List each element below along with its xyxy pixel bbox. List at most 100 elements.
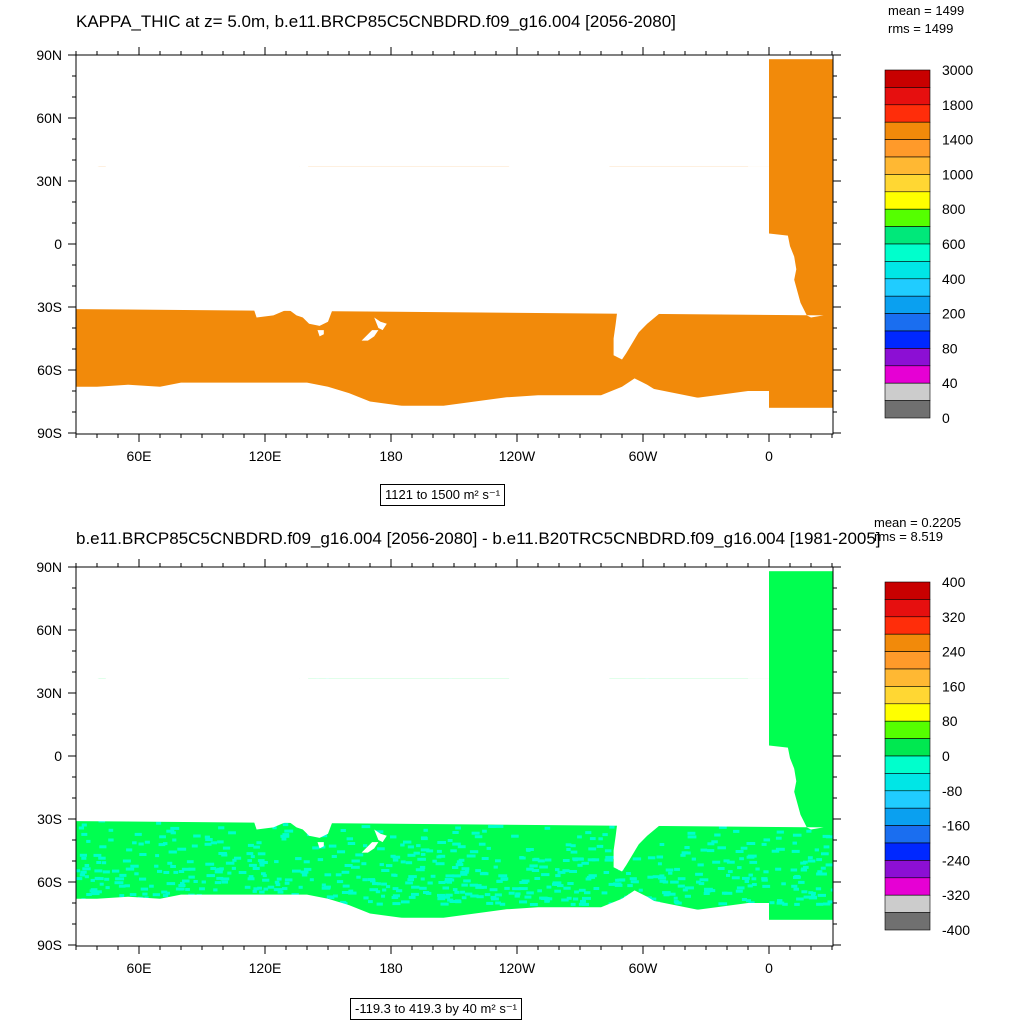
anomaly-cell <box>554 889 561 893</box>
anomaly-cell <box>423 891 430 894</box>
anomaly-cell <box>405 881 413 885</box>
anomaly-cell <box>712 860 721 864</box>
anomaly-cell <box>673 900 679 904</box>
anomaly-cell <box>370 879 376 883</box>
land-eur_east <box>76 55 769 167</box>
anomaly-cell <box>355 853 364 857</box>
colorbar-label: -400 <box>942 922 970 938</box>
anomaly-cell <box>205 862 215 866</box>
anomaly-cell <box>437 893 446 897</box>
anomaly-cell <box>234 856 242 860</box>
anomaly-cell <box>627 884 633 888</box>
anomaly-cell <box>791 849 800 853</box>
lon-tick-label: 0 <box>765 960 773 976</box>
anomaly-cell <box>494 824 504 828</box>
lat-tick-label: 60S <box>37 362 62 378</box>
anomaly-cell <box>547 897 553 901</box>
anomaly-cell <box>557 884 564 888</box>
anomaly-cell <box>430 874 436 878</box>
land-nz_n <box>374 317 387 331</box>
anomaly-cell <box>820 866 826 870</box>
anomaly-cell <box>803 895 813 899</box>
anomaly-cell <box>213 888 218 892</box>
anomaly-cell <box>580 899 586 903</box>
anomaly-cell <box>697 863 704 867</box>
anomaly-cell <box>142 892 148 896</box>
anomaly-cell <box>699 878 709 882</box>
lon-tick-label: 120E <box>249 448 282 464</box>
anomaly-cell <box>723 891 733 895</box>
colorbar-swatch <box>884 121 931 140</box>
anomaly-cell <box>495 859 501 863</box>
anomaly-cell <box>348 889 354 893</box>
anomaly-cell <box>481 871 488 875</box>
anomaly-cell <box>447 839 453 842</box>
anomaly-cell <box>696 880 701 884</box>
lon-tick-label: 0 <box>765 448 773 464</box>
anomaly-cell <box>482 829 487 833</box>
land-mask <box>76 567 824 945</box>
anomaly-cell <box>408 895 416 899</box>
anomaly-cell <box>392 858 399 862</box>
anomaly-cell <box>532 858 539 862</box>
anomaly-cell <box>823 902 831 906</box>
lon-tick-label: 180 <box>379 960 403 976</box>
anomaly-cell <box>437 841 446 844</box>
anomaly-cell <box>463 879 471 883</box>
anomaly-cell <box>578 902 585 906</box>
land-antarctic-coast <box>76 378 769 433</box>
anomaly-cell <box>108 828 114 832</box>
anomaly-cell <box>519 881 528 884</box>
lat-tick-label: 30S <box>37 299 62 315</box>
anomaly-cell <box>741 898 747 901</box>
anomaly-cell <box>115 877 125 881</box>
anomaly-cell <box>714 833 721 837</box>
anomaly-cell <box>801 890 808 894</box>
anomaly-cell <box>193 834 201 838</box>
map-axes: 90N 60N 30N 0 30S 60S 90S 60E 120E 180 120W 60W 0 <box>36 559 841 976</box>
anomaly-cell <box>457 845 466 849</box>
anomaly-cell <box>126 848 133 852</box>
anomaly-cell <box>262 878 270 882</box>
anomaly-cell <box>617 878 625 882</box>
anomaly-cell <box>731 876 740 880</box>
anomaly-cell <box>247 877 255 881</box>
anomaly-cell <box>274 860 279 864</box>
colorbar-swatch <box>884 382 931 401</box>
anomaly-cell <box>392 902 401 906</box>
anomaly-cell <box>781 882 786 886</box>
anomaly-cell <box>706 849 715 853</box>
anomaly-cell <box>508 891 515 895</box>
anomaly-cell <box>119 873 127 877</box>
anomaly-cell <box>524 895 532 899</box>
anomaly-cell <box>825 835 833 839</box>
anomaly-cell <box>139 853 147 856</box>
anomaly-cell <box>342 884 350 888</box>
anomaly-cell <box>727 870 733 874</box>
anomaly-cell <box>755 867 760 871</box>
colorbar-label: -160 <box>942 818 970 834</box>
anomaly-cell <box>170 831 176 835</box>
anomaly-cell <box>475 885 484 889</box>
anomaly-cell <box>493 865 498 869</box>
anomaly-cell <box>762 884 771 888</box>
anomaly-cell <box>112 869 120 873</box>
anomaly-cell <box>301 873 308 877</box>
anomaly-cell <box>588 847 597 851</box>
anomaly-cell <box>132 841 137 845</box>
anomaly-cell <box>566 896 572 900</box>
colorbar: 400 320 240 160 80 0 -80 -160 -240 -320 -400 <box>884 574 970 938</box>
anomaly-cell <box>574 890 579 894</box>
anomaly-cell <box>331 855 337 858</box>
anomaly-cell <box>426 849 434 853</box>
colorbar-swatch <box>884 842 931 861</box>
anomaly-cell <box>199 887 205 891</box>
colorbar-swatch <box>884 295 931 314</box>
anomaly-cell <box>386 864 393 868</box>
anomaly-cell <box>317 858 324 862</box>
anomaly-cell <box>368 900 373 904</box>
colorbar-swatch <box>884 139 931 158</box>
anomaly-cell <box>526 891 534 895</box>
anomaly-cell <box>667 892 676 896</box>
